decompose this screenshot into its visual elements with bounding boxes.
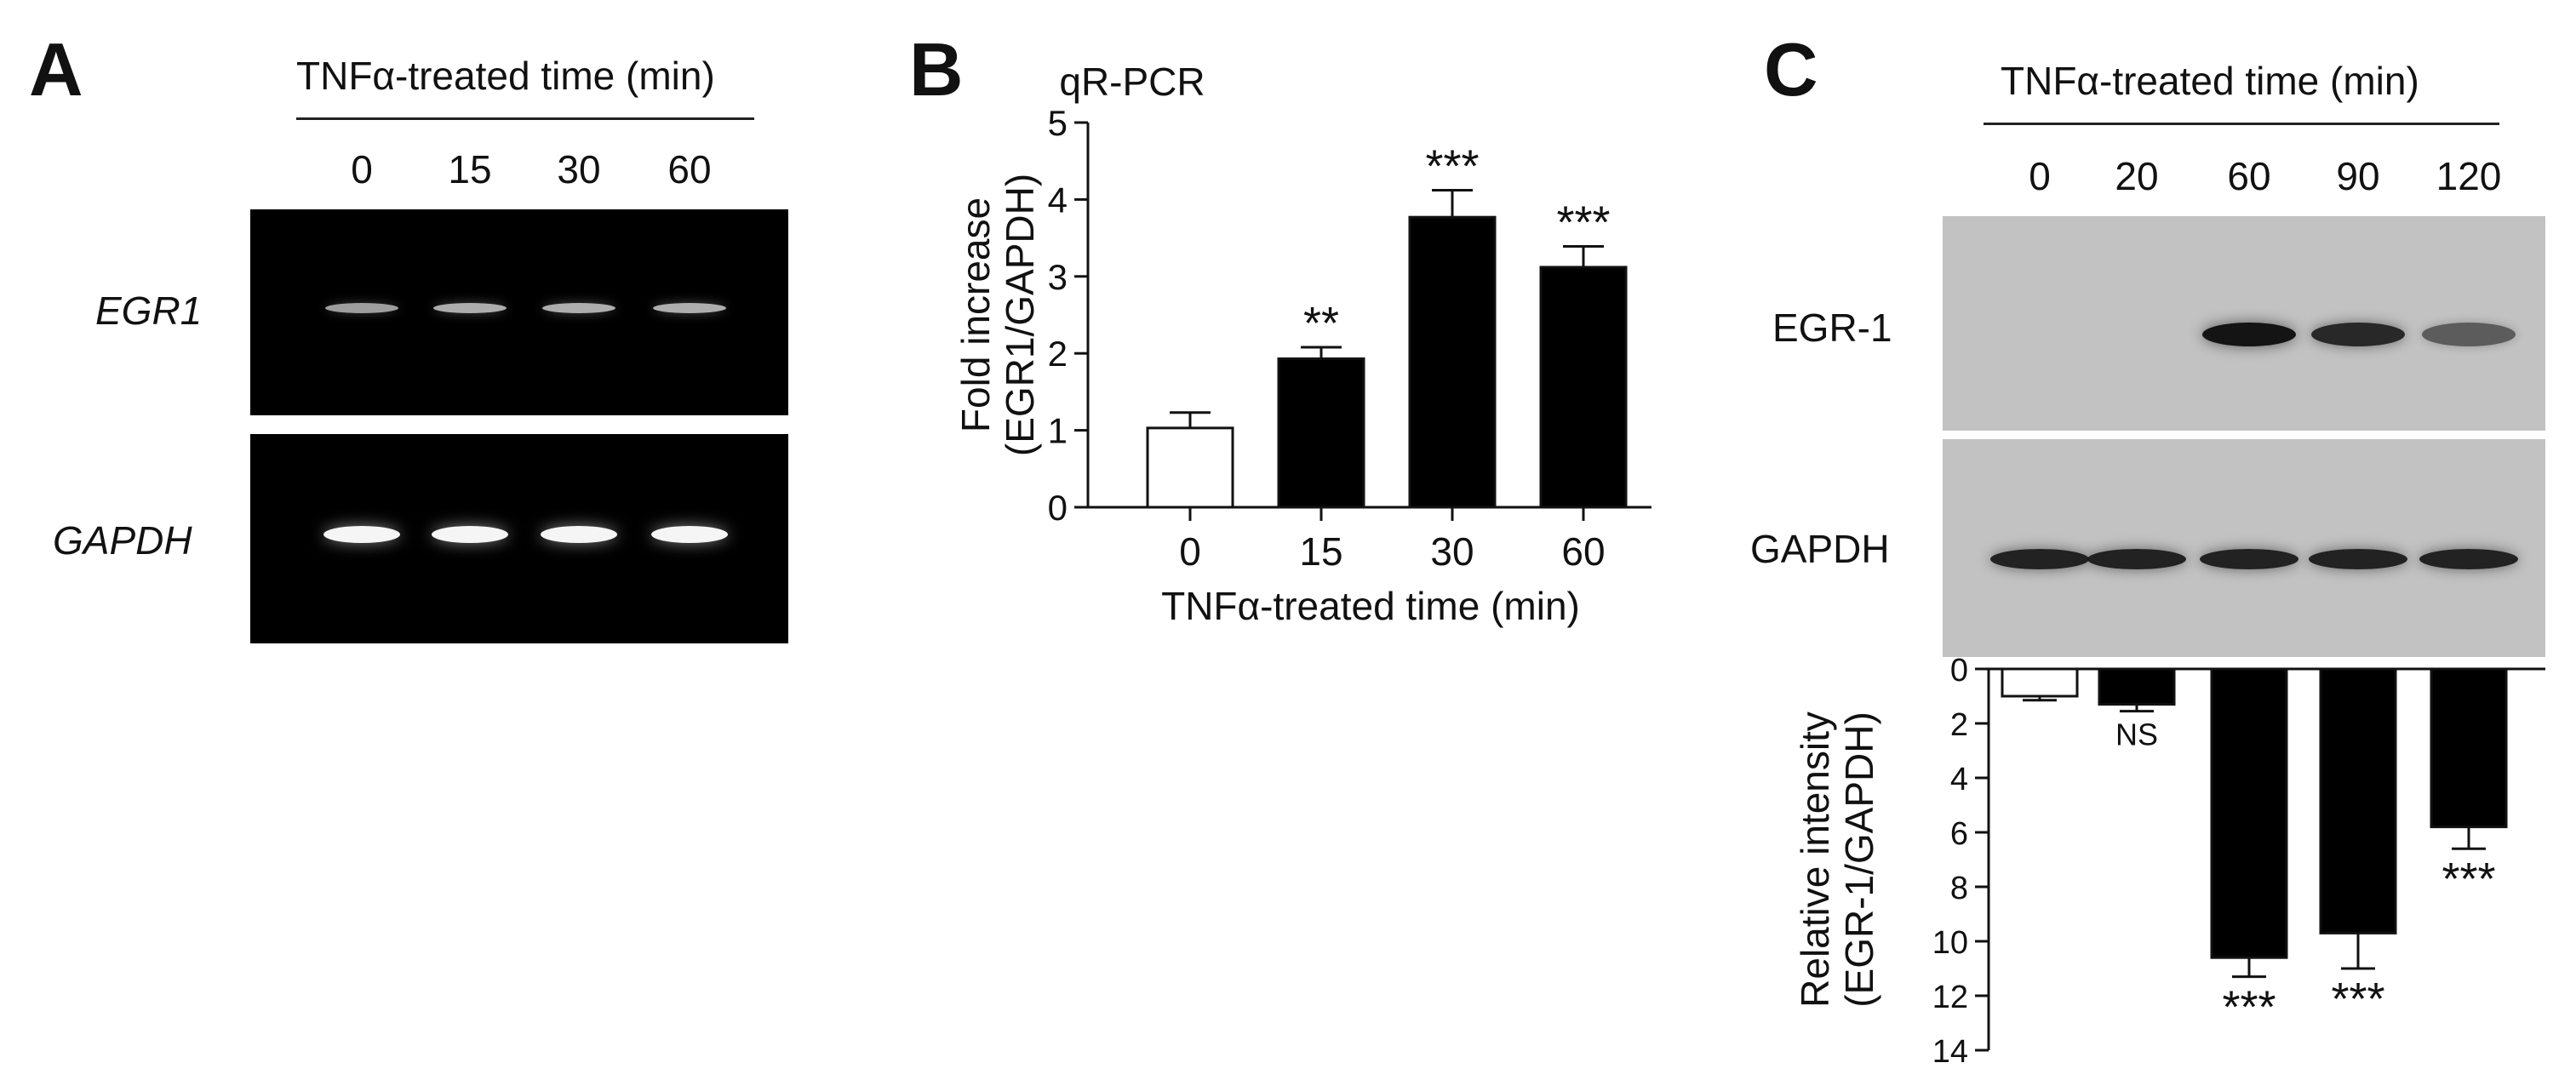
band xyxy=(2087,548,2186,569)
band xyxy=(2202,322,2296,346)
panel-c-gapdh-blot xyxy=(1943,439,2545,657)
y-tick-label: 3 xyxy=(1048,257,1068,297)
panel-c-egr1-blot xyxy=(1943,216,2545,431)
bar xyxy=(2098,667,2176,706)
band xyxy=(2309,548,2407,569)
x-axis-label: TNFα-treated time (min) xyxy=(1161,584,1580,628)
x-tick-label: 60 xyxy=(1561,529,1605,574)
bar xyxy=(2319,667,2397,934)
y-tick-label: 6 xyxy=(1950,816,1968,852)
significance-label: *** xyxy=(2441,854,2495,905)
panel-a-row-label-egr1: EGR1 xyxy=(95,289,203,333)
panel-c-row-label-egr1: EGR-1 xyxy=(1772,306,1892,350)
band xyxy=(325,303,398,314)
y-tick-label: 0 xyxy=(1048,488,1068,528)
band xyxy=(651,526,728,544)
y-tick-label: 1 xyxy=(1048,411,1068,451)
bar xyxy=(2210,667,2288,959)
panel-c-chart: 0 2 4 6 8 10 12 14 NS *** *** *** Relative intensity… xyxy=(1793,653,2545,1070)
y-tick-label: 4 xyxy=(1048,180,1068,220)
band xyxy=(432,526,508,544)
bar xyxy=(2001,667,2079,698)
y-tick-label: 4 xyxy=(1950,762,1968,797)
panel-a-lane-label: 30 xyxy=(557,147,601,191)
y-tick-label: 5 xyxy=(1048,103,1068,143)
x-tick-label: 30 xyxy=(1430,529,1474,574)
panel-c-header: TNFα-treated time (min) xyxy=(2001,59,2419,103)
band xyxy=(2419,548,2518,569)
band xyxy=(2311,322,2405,346)
x-tick-label: 15 xyxy=(1299,529,1342,574)
chart-title: qR-PCR xyxy=(1059,60,1205,104)
band xyxy=(653,303,726,314)
x-tick-label: 0 xyxy=(1179,529,1201,574)
panel-c-lane-label: 60 xyxy=(2227,154,2271,198)
y-tick-label: 2 xyxy=(1048,334,1068,374)
panel-a-row-label-gapdh: GAPDH xyxy=(53,518,192,563)
band xyxy=(2200,548,2298,569)
panel-c-row-label-gapdh: GAPDH xyxy=(1750,527,1890,571)
panel-a-lane-label: 60 xyxy=(667,147,712,191)
bar xyxy=(2430,667,2508,829)
panel-a-lane-label: 0 xyxy=(351,147,373,191)
band xyxy=(2422,322,2516,346)
panel-c-lane-label: 120 xyxy=(2436,154,2502,198)
significance-label: *** xyxy=(2331,974,2384,1025)
panel-a-header: TNFα-treated time (min) xyxy=(296,54,715,98)
significance-label: *** xyxy=(1425,141,1479,192)
significance-label: *** xyxy=(1556,197,1610,249)
band xyxy=(323,526,400,544)
bar xyxy=(1539,266,1628,509)
panel-a-lane-label: 15 xyxy=(448,147,492,191)
y-axis-label-line1: Fold increase xyxy=(953,197,998,432)
panel-a-letter: A xyxy=(29,27,83,111)
bar xyxy=(1277,357,1365,509)
band xyxy=(1990,548,2089,569)
panel-a-gapdh-gel xyxy=(250,434,788,643)
y-tick-label: 12 xyxy=(1932,980,1968,1015)
y-axis-label-line2: (EGR1/GAPDH) xyxy=(998,174,1042,456)
significance-label: *** xyxy=(2222,982,2275,1033)
band xyxy=(541,526,617,544)
panel-c-header-line xyxy=(1984,123,2499,125)
panel-a-header-line xyxy=(296,117,754,120)
panel-a-egr1-gel xyxy=(250,209,788,415)
y-axis-label-line1: Relative intensity xyxy=(1793,711,1837,1008)
band xyxy=(433,303,507,314)
bar xyxy=(1146,426,1234,509)
bar xyxy=(1408,215,1497,509)
y-tick-label: 8 xyxy=(1950,871,1968,906)
panel-c-lane-label: 20 xyxy=(2115,154,2159,198)
y-axis-label-line2: (EGR-1/GAPDH) xyxy=(1837,711,1881,1008)
panel-c-letter: C xyxy=(1764,27,1818,111)
significance-label: NS xyxy=(2115,717,2158,752)
significance-label: ** xyxy=(1303,298,1339,349)
panel-c-lane-label: 0 xyxy=(2029,154,2051,198)
panel-b-letter: B xyxy=(909,27,964,111)
panel-c-lane-label: 90 xyxy=(2336,154,2380,198)
band xyxy=(542,303,615,314)
panel-b-chart: 0 1 2 3 4 5 0 15 ** 30 *** 60 *** qR-PCR TNFα-treated … xyxy=(953,60,1652,628)
y-tick-label: 2 xyxy=(1950,707,1968,743)
y-tick-label: 10 xyxy=(1932,925,1968,961)
y-tick-label: 14 xyxy=(1932,1034,1968,1070)
y-tick-label: 0 xyxy=(1950,653,1968,689)
